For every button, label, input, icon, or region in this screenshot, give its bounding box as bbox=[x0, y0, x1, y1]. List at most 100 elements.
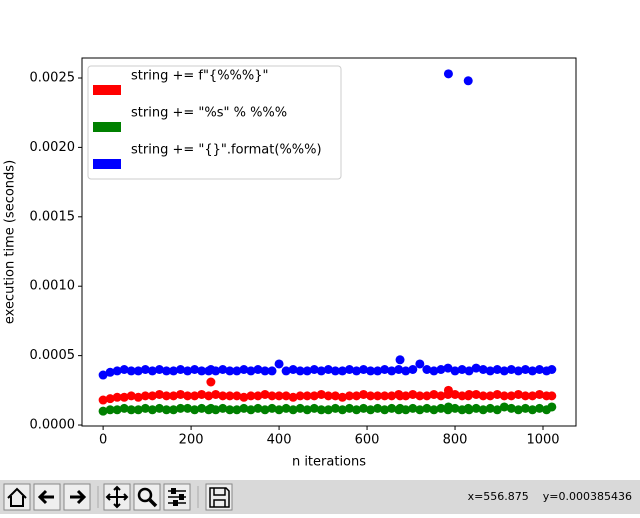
scatter-point bbox=[351, 405, 361, 415]
scatter-point bbox=[520, 403, 530, 413]
scatter-point bbox=[436, 365, 446, 375]
scatter-point bbox=[218, 391, 228, 401]
legend-swatch bbox=[93, 122, 121, 132]
scatter-point bbox=[422, 365, 432, 375]
scatter-point bbox=[499, 402, 509, 412]
scatter-point bbox=[443, 69, 453, 79]
scatter-point bbox=[168, 405, 178, 415]
scatter-point bbox=[176, 365, 186, 375]
x-tick-label: 400 bbox=[267, 433, 292, 448]
scatter-point bbox=[225, 366, 235, 376]
scatter-point bbox=[295, 403, 305, 413]
scatter-point bbox=[387, 403, 397, 413]
scatter-point bbox=[373, 403, 383, 413]
scatter-point bbox=[527, 366, 537, 376]
scatter-point bbox=[471, 403, 481, 413]
scatter-point bbox=[316, 366, 326, 376]
scatter-point bbox=[457, 391, 467, 401]
scatter-point bbox=[330, 403, 340, 413]
scatter-point bbox=[316, 405, 326, 415]
scatter-point bbox=[520, 391, 530, 401]
scatter-point bbox=[288, 405, 298, 415]
scatter-point bbox=[302, 391, 312, 401]
scatter-point bbox=[112, 366, 122, 376]
scatter-point bbox=[499, 366, 509, 376]
zoom-button[interactable] bbox=[133, 483, 161, 511]
scatter-point bbox=[422, 391, 432, 401]
scatter-point bbox=[337, 366, 347, 376]
scatter-point bbox=[98, 395, 108, 405]
scatter-point bbox=[366, 366, 376, 376]
scatter-point bbox=[218, 403, 228, 413]
save-button[interactable] bbox=[205, 483, 233, 511]
scatter-point bbox=[246, 405, 256, 415]
legend-frame bbox=[87, 65, 342, 180]
scatter-point bbox=[168, 366, 178, 376]
scatter-point bbox=[380, 405, 390, 415]
forward-button[interactable] bbox=[63, 483, 91, 511]
scatter-point bbox=[408, 389, 418, 399]
scatter-point bbox=[534, 365, 544, 375]
x-tick-label: 1000 bbox=[526, 433, 559, 448]
scatter-point bbox=[204, 391, 214, 401]
scatter-point bbox=[161, 391, 171, 401]
scatter-point bbox=[232, 391, 242, 401]
scatter-point bbox=[344, 403, 354, 413]
scatter-point bbox=[246, 391, 256, 401]
scatter-point bbox=[295, 366, 305, 376]
plot bbox=[98, 69, 557, 416]
scatter-point bbox=[513, 389, 523, 399]
scatter-point bbox=[147, 391, 157, 401]
y-tick-label: 0.0015 bbox=[30, 209, 76, 224]
scatter-point bbox=[485, 403, 495, 413]
home-button[interactable] bbox=[3, 483, 31, 511]
scatter-point bbox=[415, 359, 425, 369]
scatter-point bbox=[168, 391, 178, 401]
scatter-point bbox=[478, 365, 488, 375]
scatter-point bbox=[154, 403, 164, 413]
scatter-point bbox=[225, 391, 235, 401]
scatter-point bbox=[323, 391, 333, 401]
scatter-point bbox=[513, 405, 523, 415]
axes-frame bbox=[81, 57, 577, 427]
scatter-point bbox=[119, 403, 129, 413]
scatter-point bbox=[485, 366, 495, 376]
x-axis-label: n iterations bbox=[292, 455, 366, 470]
scatter-point bbox=[211, 405, 221, 415]
scatter-point bbox=[471, 389, 481, 399]
scatter-point bbox=[140, 365, 150, 375]
scatter-point bbox=[190, 405, 200, 415]
scatter-point bbox=[225, 405, 235, 415]
scatter-point bbox=[281, 403, 291, 413]
pan-button[interactable] bbox=[103, 483, 131, 511]
scatter-point bbox=[98, 370, 108, 380]
scatter-point bbox=[98, 406, 108, 416]
y-axis-label: execution time (seconds) bbox=[3, 160, 18, 324]
scatter-point bbox=[309, 365, 319, 375]
scatter-point bbox=[436, 391, 446, 401]
scatter-point bbox=[197, 403, 207, 413]
scatter-point bbox=[457, 365, 467, 375]
scatter-point bbox=[309, 403, 319, 413]
scatter-point bbox=[387, 366, 397, 376]
scatter-point bbox=[309, 391, 319, 401]
scatter-point bbox=[119, 392, 129, 402]
scatter-point bbox=[337, 392, 347, 402]
scatter-point bbox=[267, 391, 277, 401]
scatter-point bbox=[485, 391, 495, 401]
scatter-point bbox=[302, 405, 312, 415]
scatter-point bbox=[126, 391, 136, 401]
configure-button[interactable] bbox=[163, 483, 191, 511]
scatter-point bbox=[260, 389, 270, 399]
scatter-point bbox=[415, 405, 425, 415]
scatter-point bbox=[443, 363, 453, 373]
scatter-point bbox=[380, 391, 390, 401]
scatter-point bbox=[330, 366, 340, 376]
scatter-point bbox=[464, 389, 474, 399]
back-button[interactable] bbox=[33, 483, 61, 511]
scatter-point bbox=[190, 365, 200, 375]
scatter-point bbox=[147, 405, 157, 415]
scatter-point bbox=[478, 405, 488, 415]
scatter-point bbox=[450, 366, 460, 376]
